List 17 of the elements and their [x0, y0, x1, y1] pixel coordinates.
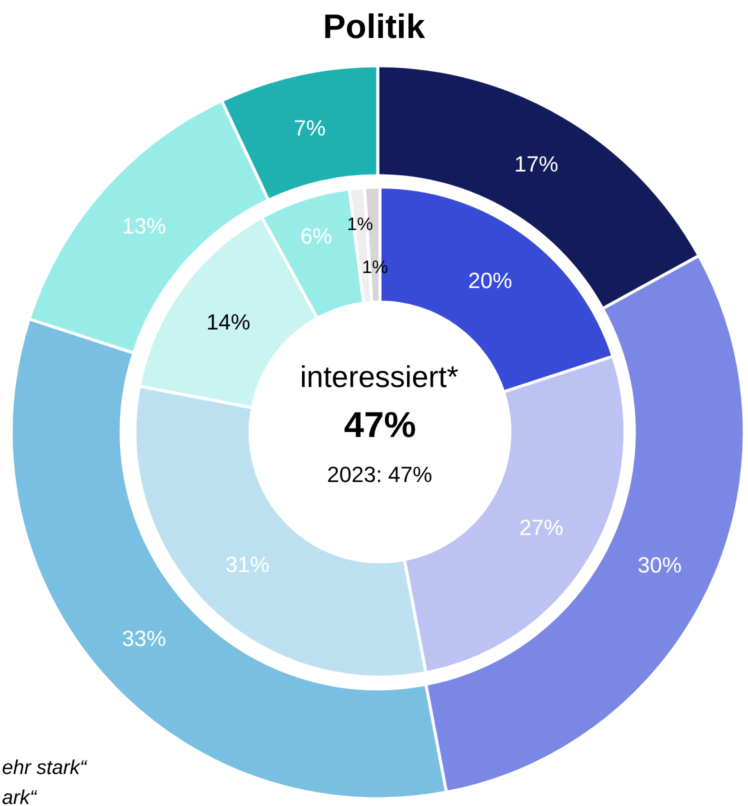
- data-label: 7%: [294, 116, 326, 141]
- data-label: 20%: [468, 268, 512, 293]
- text: ark“: [2, 787, 38, 806]
- data-label: 17%: [514, 152, 558, 177]
- text: ehr stark“: [2, 757, 88, 779]
- data-label: 6%: [300, 223, 332, 248]
- data-label: 1%: [347, 214, 374, 234]
- chart-title: Politik: [323, 8, 426, 46]
- text: 47%: [344, 404, 416, 445]
- data-label: 31%: [225, 552, 270, 578]
- text: interessiert*: [300, 361, 459, 394]
- data-label: 27%: [519, 514, 564, 540]
- data-label: 30%: [638, 552, 682, 578]
- data-label: 33%: [122, 626, 166, 651]
- data-label: 13%: [122, 214, 166, 239]
- text: 2023: 47%: [327, 462, 432, 487]
- data-label: 14%: [206, 309, 250, 334]
